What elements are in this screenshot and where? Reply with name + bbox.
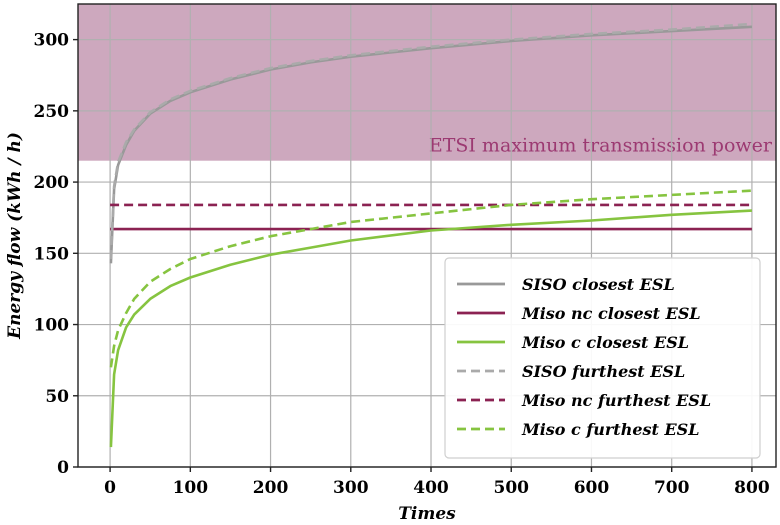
y-tick-label: 0 [57,458,69,478]
etsi-region-label: ETSI maximum transmission power [429,135,773,157]
x-tick-label: 500 [493,478,529,498]
x-tick-label: 0 [104,478,116,498]
x-tick-label: 800 [734,478,770,498]
x-tick-label: 700 [654,478,690,498]
legend-label-2: Miso c closest ESL [521,333,689,352]
legend-label-1: Miso nc closest ESL [521,304,701,323]
x-axis-label: Times [398,504,456,524]
x-tick-label: 400 [413,478,449,498]
legend-box [444,257,761,459]
x-tick-label: 300 [333,478,369,498]
y-tick-label: 150 [34,244,70,264]
legend-label-4: Miso nc furthest ESL [521,391,711,410]
y-tick-label: 300 [34,31,70,51]
y-axis-label: Energy flow (kWh / h) [5,132,25,340]
legend-label-5: Miso c furthest ESL [521,420,699,439]
plot-frame [77,3,777,468]
y-tick-label: 100 [34,316,70,336]
series-line-5 [109,189,752,368]
legend-label-0: SISO closest ESL [522,275,675,294]
x-tick-label: 600 [574,478,610,498]
x-tick-label: 200 [253,478,289,498]
y-tick-label: 200 [34,173,70,193]
x-tick-label: 100 [173,478,209,498]
legend-label-3: SISO furthest ESL [522,362,685,381]
series-line-0 [109,25,752,264]
series-line-3 [109,22,752,260]
y-tick-label: 250 [34,102,70,122]
y-tick-label: 50 [45,387,69,407]
series-line-2 [109,209,752,448]
